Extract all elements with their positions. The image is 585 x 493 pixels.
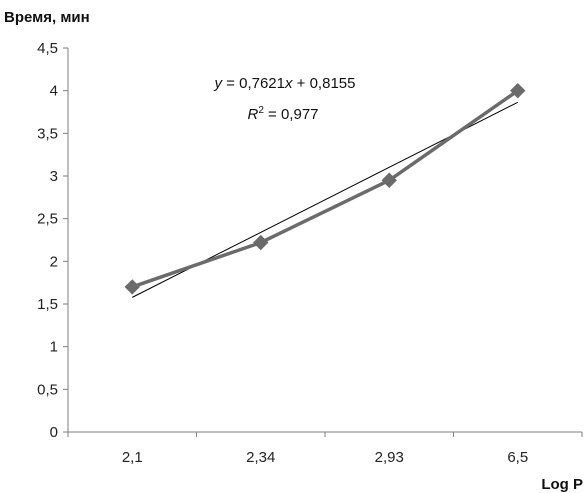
y-tick-label: 0,5 (37, 381, 58, 398)
r-squared-label: R2 = 0,977 (247, 105, 318, 123)
series-group (124, 82, 526, 295)
equation-suffix: + 0,8155 (293, 75, 356, 92)
x-tick-label: 2,1 (122, 449, 143, 466)
data-point-marker (253, 234, 269, 251)
x-tick-label: 2,93 (375, 449, 404, 466)
x-axis-title: Log P (541, 476, 583, 493)
series-line (131, 89, 519, 289)
data-point-marker (510, 82, 526, 99)
y-tick-label: 0 (50, 424, 58, 441)
r2-prefix: R (247, 106, 258, 123)
y-tick-label: 1,5 (37, 296, 58, 313)
x-tick-label: 2,34 (246, 449, 275, 466)
x-axis: 2,1 2,34 2,93 6,5 (67, 431, 583, 466)
data-point-marker (381, 172, 397, 188)
y-tick-label: 3,5 (37, 125, 58, 142)
trendline-equation: y = 0,7621x + 0,8155 (214, 75, 356, 92)
y-tick-label: 4,5 (37, 40, 58, 57)
y-tick-label: 1 (50, 339, 58, 356)
y-axis: 0 0,5 1 1,5 2 2,5 3 3,5 4 4,5 (37, 40, 69, 441)
data-point-marker (124, 279, 140, 295)
x-tick-label: 6,5 (507, 449, 528, 466)
y-axis-title: Время, мин (4, 9, 90, 26)
r2-superscript: 2 (258, 105, 264, 116)
y-tick-label: 2,5 (37, 211, 58, 228)
equation-body: = 0,7621 (222, 75, 285, 92)
equation-prefix: y (214, 75, 224, 92)
r2-value: = 0,977 (264, 106, 319, 123)
y-tick-label: 4 (50, 83, 58, 100)
y-tick-label: 3 (50, 168, 58, 185)
y-tick-label: 2 (50, 253, 58, 270)
equation-var: x (284, 75, 293, 92)
